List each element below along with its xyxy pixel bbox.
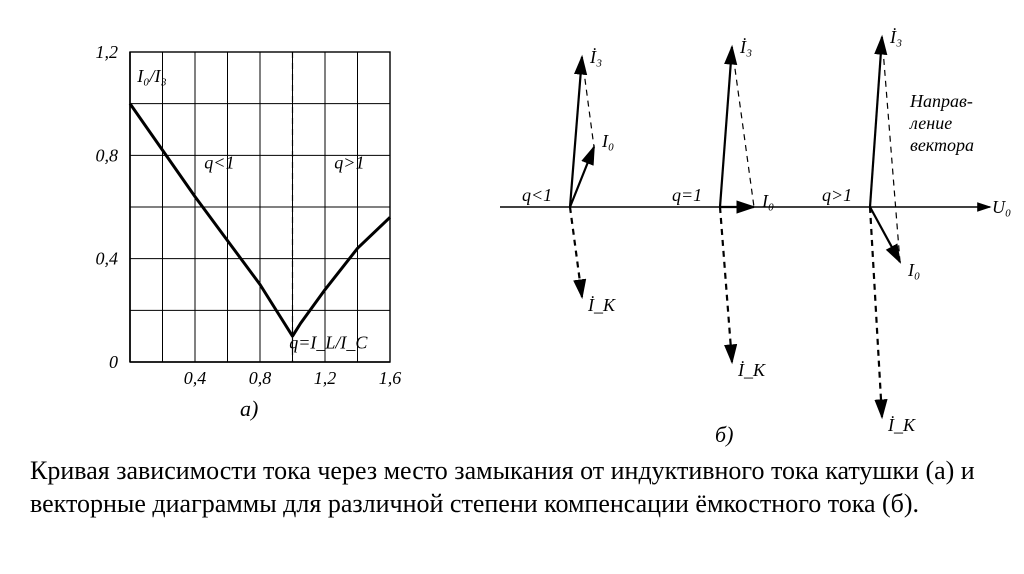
svg-text:q=1: q=1 — [672, 185, 702, 205]
svg-text:İ_К: İ_К — [887, 415, 916, 435]
svg-text:0,4: 0,4 — [184, 368, 207, 388]
chart-a: 0 0,4 0,8 1,2 0,4 0,8 1,2 1,6 I₀/I₃ q=I_L/I_C q<1 q… — [40, 12, 420, 442]
svg-text:İ_К: İ_К — [587, 295, 616, 315]
svg-text:Направ-: Направ- — [909, 91, 973, 111]
svg-text:вектора: вектора — [910, 135, 974, 155]
svg-text:I₀: I₀ — [761, 191, 774, 211]
svg-text:а): а) — [240, 396, 258, 421]
svg-text:q<1: q<1 — [204, 152, 234, 172]
svg-text:0,8: 0,8 — [249, 368, 272, 388]
svg-text:İ₃: İ₃ — [739, 37, 752, 57]
svg-text:q>1: q>1 — [334, 152, 364, 172]
svg-text:0,8: 0,8 — [96, 145, 119, 165]
svg-text:q<1: q<1 — [522, 185, 552, 205]
svg-text:q>1: q>1 — [822, 185, 852, 205]
svg-text:1,6: 1,6 — [379, 368, 402, 388]
panel-a: 0 0,4 0,8 1,2 0,4 0,8 1,2 1,6 I₀/I₃ q=I_L/I_C q<1 q… — [0, 12, 460, 442]
panel-b: U₀ Направ-лениевектора q<1 İ₃ İ_К I₀ q=1 İ₃ İ_К I… — [460, 12, 1024, 452]
svg-text:I₀/I₃: I₀/I₃ — [136, 66, 167, 86]
svg-text:I₀: I₀ — [907, 260, 920, 280]
svg-text:İ₃: İ₃ — [889, 27, 902, 47]
svg-text:I₀: I₀ — [601, 131, 614, 151]
svg-text:б): б) — [715, 422, 733, 447]
svg-text:U₀: U₀ — [992, 197, 1011, 217]
figure-row: 0 0,4 0,8 1,2 0,4 0,8 1,2 1,6 I₀/I₃ q=I_L/I_C q<1 q… — [0, 0, 1024, 452]
vector-diagram-b: U₀ Направ-лениевектора q<1 İ₃ İ_К I₀ q=1 İ₃ İ_К I… — [460, 12, 1020, 452]
svg-text:0: 0 — [109, 352, 118, 372]
svg-text:İ_К: İ_К — [737, 360, 766, 380]
svg-text:1,2: 1,2 — [96, 42, 119, 62]
svg-text:1,2: 1,2 — [314, 368, 337, 388]
svg-text:ление: ление — [909, 113, 952, 133]
svg-text:q=I_L/I_C: q=I_L/I_C — [289, 332, 368, 352]
svg-text:0,4: 0,4 — [96, 249, 119, 269]
figure-caption: Кривая зависимости тока через место замы… — [30, 455, 994, 520]
svg-text:İ₃: İ₃ — [589, 47, 602, 67]
